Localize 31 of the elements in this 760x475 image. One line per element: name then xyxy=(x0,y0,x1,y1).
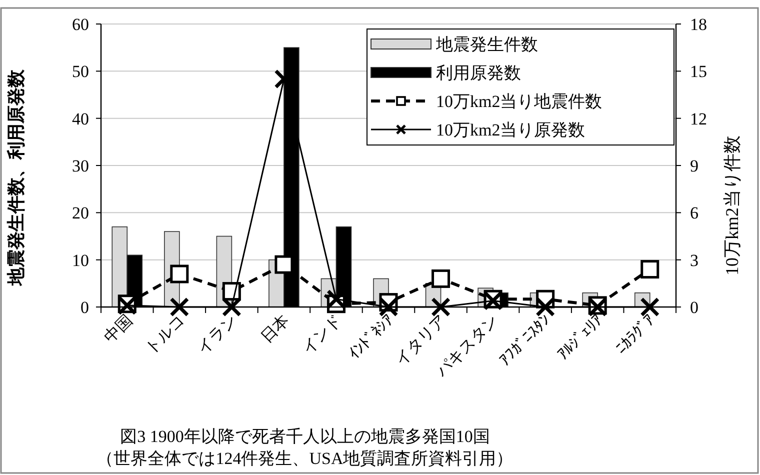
x-tick-label: ｱﾙｼﾞｪﾘｱ xyxy=(554,311,606,364)
y2-tick-label: 15 xyxy=(690,62,707,82)
legend-label: 10万km2当り地震件数 xyxy=(436,92,602,111)
y-tick-label: 10 xyxy=(72,250,89,270)
x-tick-label: ﾆｶﾗｸﾞｱ xyxy=(612,311,659,358)
y-tick-label: 0 xyxy=(80,298,89,317)
y2-axis-title: 10万km2当り件数 xyxy=(722,135,742,276)
y2-tick-label: 18 xyxy=(690,15,707,34)
x-tick-label: 中国 xyxy=(100,311,136,346)
x-tick-label: トルコ xyxy=(142,312,188,358)
legend-label: 利用原発数 xyxy=(436,64,521,82)
y-axis-title: 地震発生件数、利用原発数 xyxy=(6,68,26,286)
x-tick-label: イラン xyxy=(194,312,241,358)
y-tick-label: 30 xyxy=(72,156,89,176)
legend-label: 地震発生件数 xyxy=(435,35,538,54)
text: （世界全体では124件発生、USA地質調査所資料引用） xyxy=(96,449,514,468)
y-tick-label: 60 xyxy=(72,15,89,34)
legend-label: 10万km2当り原発数 xyxy=(436,120,586,140)
y-tick-label: 20 xyxy=(72,204,89,223)
x-tick-label: ｲﾝﾄﾞﾈｼｱ xyxy=(345,311,398,364)
y2-tick-label: 6 xyxy=(690,204,698,223)
x-tick-label: ｱﾌｶﾞﾆｽﾀﾝ xyxy=(496,311,554,370)
y2-tick-label: 3 xyxy=(690,250,698,270)
caption: 図3 1900年以降で死者千人以上の地震多発国10国 xyxy=(120,427,490,446)
y2-tick-label: 9 xyxy=(690,156,698,176)
x-tick-label: 日本 xyxy=(257,311,293,346)
y-tick-label: 50 xyxy=(72,62,89,82)
y2-tick-label: 12 xyxy=(690,109,707,128)
y-tick-label: 40 xyxy=(72,109,89,128)
y2-tick-label: 0 xyxy=(690,298,698,317)
x-tick-label: インド xyxy=(299,312,346,358)
